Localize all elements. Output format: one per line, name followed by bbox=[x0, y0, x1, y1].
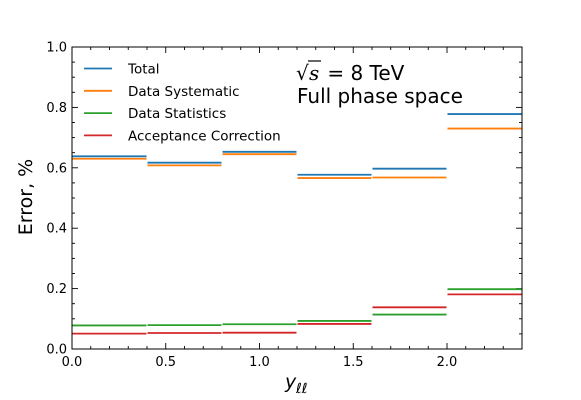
sqrt-symbol: √ bbox=[296, 61, 309, 85]
legend-label: Total bbox=[127, 62, 160, 78]
legend-label: Data Statistics bbox=[128, 106, 226, 122]
y-tick-label: 0.0 bbox=[46, 343, 67, 358]
series-data-statistics bbox=[72, 288, 522, 327]
y-tick-label: 0.2 bbox=[46, 282, 67, 297]
series-data-systematic bbox=[72, 127, 522, 179]
energy-label: = 8 TeV bbox=[321, 61, 405, 85]
x-tick-label: 0.5 bbox=[155, 355, 176, 370]
y-tick-label: 0.6 bbox=[46, 161, 67, 176]
x-tick-label: 0.0 bbox=[62, 355, 83, 370]
x-tick-label: 2.0 bbox=[437, 355, 458, 370]
y-tick-label: 1.0 bbox=[46, 41, 67, 56]
y-axis-label: Error, % bbox=[15, 159, 37, 235]
legend: Total Data Systematic Data Statistics Accep… bbox=[84, 62, 281, 144]
x-axis-label-main: y bbox=[284, 371, 297, 393]
x-axis-label-subscript: ℓℓ bbox=[295, 381, 308, 397]
phase-space-label: Full phase space bbox=[297, 84, 463, 108]
energy-annotation: √ s = 8 TeV Full phase space bbox=[296, 60, 463, 108]
series-total bbox=[72, 113, 522, 176]
s-symbol: s bbox=[309, 61, 319, 85]
legend-label: Acceptance Correction bbox=[128, 128, 281, 144]
x-tick-label: 1.0 bbox=[249, 355, 270, 370]
x-axis-label: y ℓℓ bbox=[284, 371, 308, 397]
x-tick-label: 1.5 bbox=[343, 355, 364, 370]
legend-label: Data Systematic bbox=[128, 84, 240, 100]
y-tick-label: 0.8 bbox=[46, 101, 67, 116]
series-acceptance-correction bbox=[72, 293, 522, 335]
y-tick-label: 0.4 bbox=[46, 222, 67, 237]
